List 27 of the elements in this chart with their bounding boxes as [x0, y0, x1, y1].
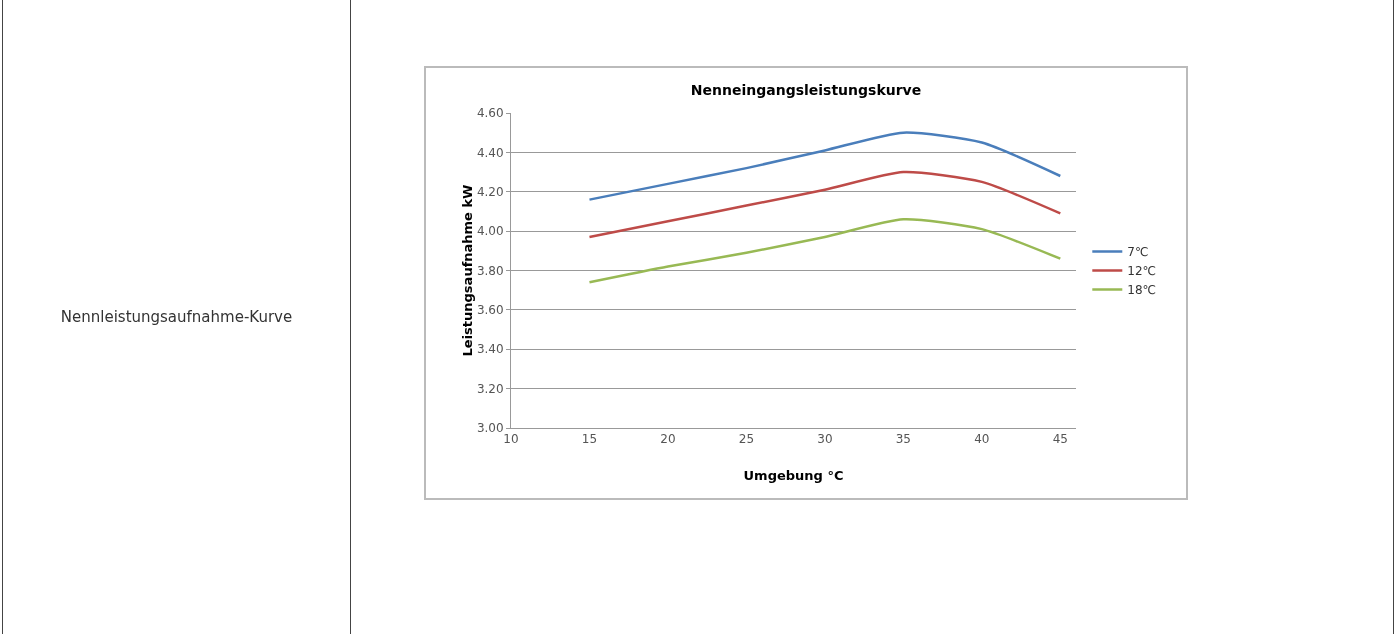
text: Nennleistungsaufnahme-Kurve [2, 0, 351, 634]
y-tick-label: 4.00 [476, 224, 504, 239]
y-tick-label: 3.00 [476, 421, 504, 436]
legend-label: 12℃ [1127, 264, 1157, 279]
y-tick-label: 3.40 [476, 342, 504, 357]
x-tick-label: 20 [660, 432, 676, 447]
line-series [588, 218, 1062, 284]
x-tick-label: 10 [503, 432, 519, 447]
chart-title: Nenneingangsleistungskurve [690, 82, 922, 98]
x-tick-label: 30 [817, 432, 833, 447]
x-tick-label: 15 [581, 432, 598, 447]
line-series [588, 131, 1062, 201]
y-tick-label: 3.80 [476, 263, 504, 278]
legend-label: 18℃ [1127, 283, 1157, 298]
legend-label: 7℃ [1127, 245, 1149, 260]
y-tick-label: 4.40 [476, 145, 504, 160]
y-tick-label: 3.20 [476, 381, 504, 396]
y-tick-label: 4.20 [476, 184, 504, 199]
x-tick-label: 40 [974, 432, 990, 447]
y-tick-label: 4.60 [476, 106, 504, 121]
x-tick-label: 35 [895, 432, 911, 447]
x-tick-label: 45 [1052, 432, 1068, 447]
y-axis-title: Leistungsaufnahme kW [459, 184, 475, 357]
x-axis-title: Umgebung °C [743, 468, 844, 483]
y-tick-label: 3.60 [476, 303, 504, 318]
x-tick-label: 25 [738, 432, 755, 447]
line-series [588, 170, 1062, 239]
